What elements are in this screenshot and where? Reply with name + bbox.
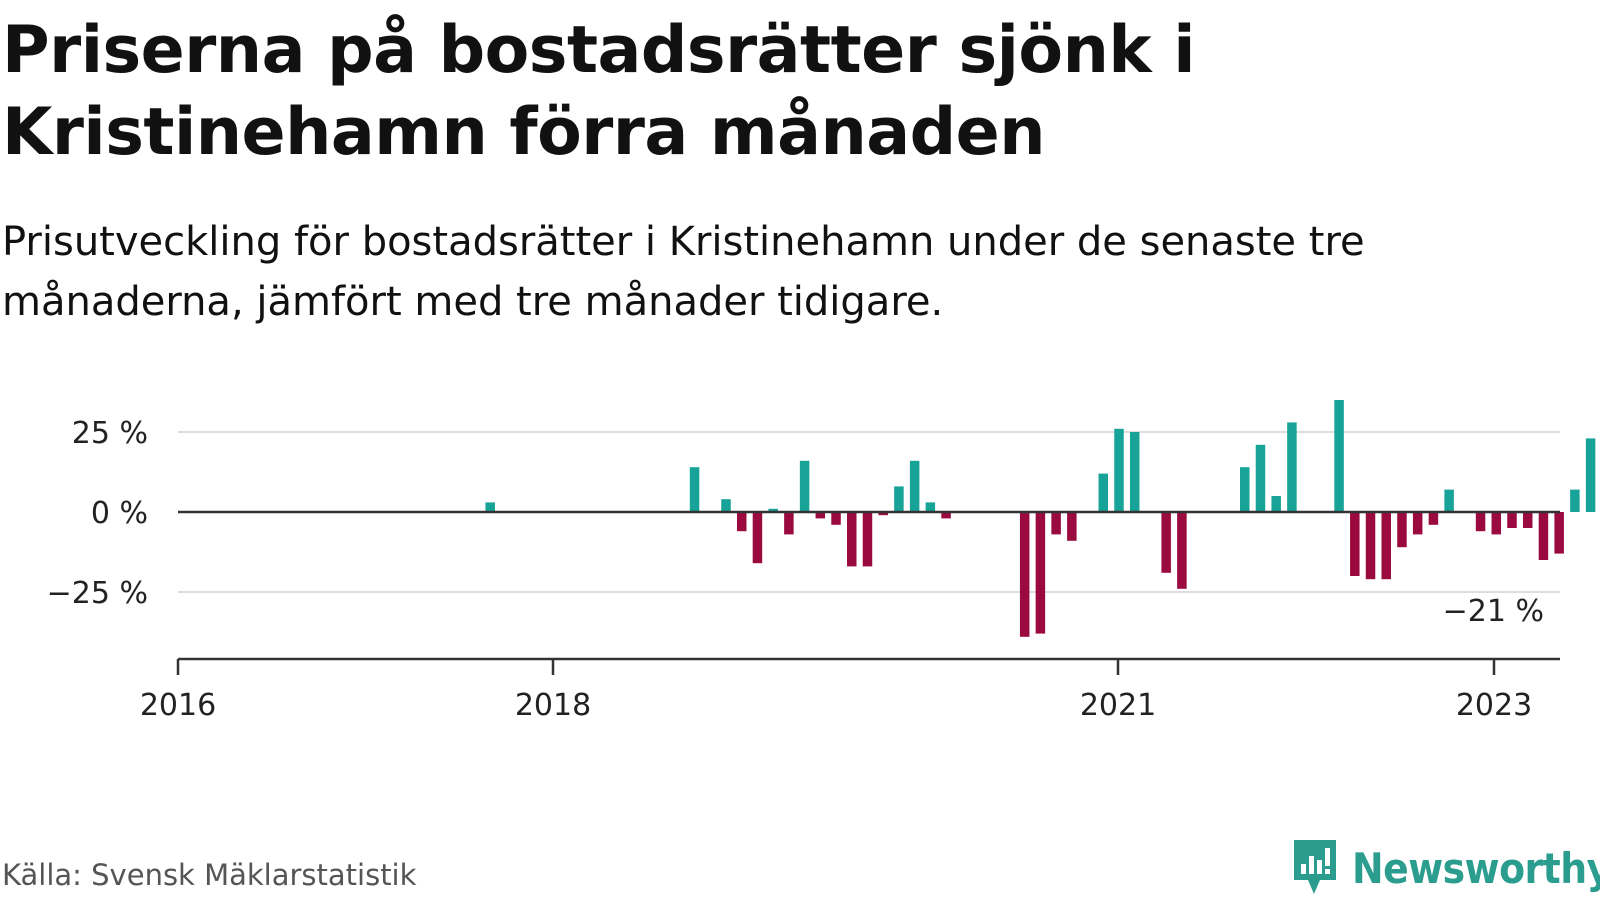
brand-name: Newsworthy: [1352, 843, 1600, 893]
bar: [784, 512, 794, 535]
x-tick-label: 2023: [1456, 688, 1532, 723]
y-tick-label: −25 %: [47, 576, 148, 611]
bar: [1098, 473, 1109, 512]
bar: [1051, 512, 1061, 535]
chart-subtitle: Prisutveckling för bostadsrätter i Krist…: [2, 219, 1365, 325]
bar: [1271, 496, 1281, 512]
axes: 25 % 0 % −25 % 2016 2018 2021 2023 −21 %: [47, 416, 1560, 723]
bar: [1538, 512, 1549, 560]
bar: [1444, 489, 1454, 512]
bar: [1019, 512, 1030, 637]
bar: [1240, 467, 1250, 512]
bar: [768, 508, 778, 512]
bar: [1177, 512, 1187, 589]
bar: [847, 512, 857, 567]
bar: [1397, 512, 1407, 548]
bar: [941, 512, 951, 519]
bar: [1381, 512, 1391, 580]
last-value-label: −21 %: [1443, 594, 1544, 629]
bar: [752, 512, 763, 564]
bar: [1067, 512, 1077, 541]
bar: [736, 512, 747, 532]
bar: [1287, 422, 1297, 512]
bar: [485, 502, 495, 512]
bar: [831, 512, 841, 525]
y-tick-label: 25 %: [72, 416, 148, 451]
newsworthy-logo-icon: [1294, 840, 1336, 894]
bar: [1570, 489, 1580, 512]
brand-logo: Newsworthy: [1290, 838, 1600, 898]
bar: [909, 460, 920, 512]
bar: [1161, 512, 1171, 573]
source-note: Källa: Svensk Mäklarstatistik: [2, 858, 417, 892]
bar: [862, 512, 873, 567]
bar: [1585, 438, 1596, 512]
bar: [878, 512, 888, 516]
y-tick-label: 0 %: [91, 496, 148, 531]
bar: [1350, 512, 1360, 576]
bar: [815, 512, 826, 519]
bar: [1428, 512, 1439, 525]
bars: [485, 400, 1596, 637]
bar: [1491, 512, 1502, 535]
bar: [721, 499, 731, 512]
bar: [1475, 512, 1486, 532]
bar: [1334, 400, 1344, 512]
bar: [799, 460, 810, 512]
bar: [1035, 512, 1046, 634]
bar: [1114, 428, 1124, 512]
bar: [1507, 512, 1517, 528]
bar: [1412, 512, 1423, 535]
x-tick-label: 2016: [140, 688, 216, 723]
x-tick-label: 2021: [1080, 688, 1156, 723]
bar: [689, 467, 700, 512]
x-tick-label: 2018: [515, 688, 591, 723]
gridlines: [178, 431, 1560, 593]
bar: [1255, 444, 1266, 512]
bar: [894, 486, 904, 512]
bar: [1365, 512, 1376, 580]
bar: [1129, 432, 1140, 512]
chart-title: Priserna på bostadsrätter sjönk i Kristi…: [2, 13, 1195, 170]
bar: [1554, 512, 1564, 554]
bar: [925, 502, 936, 512]
bar: [1522, 512, 1533, 528]
